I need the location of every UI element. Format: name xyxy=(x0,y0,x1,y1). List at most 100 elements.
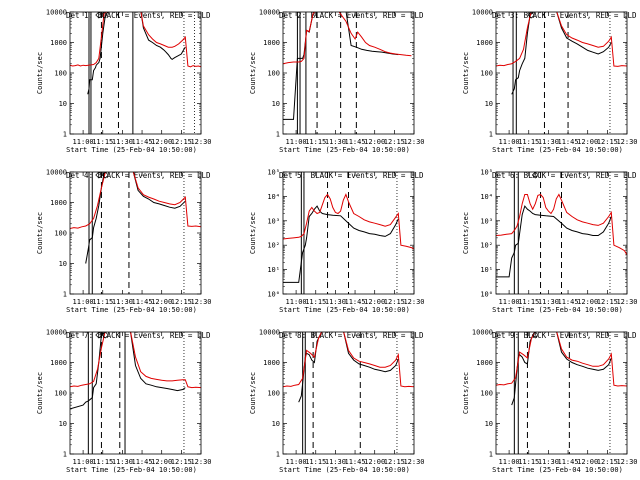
y-tick-label: 10² xyxy=(267,242,280,250)
x-tick-label: 11:00 xyxy=(499,138,520,146)
diamond-marker xyxy=(101,332,109,339)
series-line-events xyxy=(283,12,399,120)
y-tick-label: 10 xyxy=(485,100,493,108)
y-tick-label: 10⁴ xyxy=(480,193,493,201)
x-tick-label: 11:45 xyxy=(558,458,579,466)
diamond-marker xyxy=(95,172,103,179)
x-tick-label: 12:00 xyxy=(151,458,172,466)
y-tick-label: 10 xyxy=(59,260,67,268)
series-line-events xyxy=(496,205,612,278)
y-axis-label: Counts/sec xyxy=(249,372,257,414)
x-tick-label: 12:15 xyxy=(171,298,192,306)
y-tick-label: 100 xyxy=(54,70,67,78)
y-tick-label: 10 xyxy=(272,420,280,428)
chart-panel-3: Det 3: BLACK = Events, RED = LLD 1 10 100 10… xyxy=(462,9,638,155)
y-tick-label: 10⁰ xyxy=(267,291,280,299)
x-tick-label: 11:30 xyxy=(325,138,346,146)
diamond-marker xyxy=(531,172,539,179)
chart-title: Det 4: BLACK = Events, RED = LLD xyxy=(66,171,211,180)
x-tick-label: 11:15 xyxy=(518,138,539,146)
diamond-marker xyxy=(95,12,103,19)
y-tick-label: 10⁵ xyxy=(267,169,280,177)
y-tick-label: 10 xyxy=(485,420,493,428)
plot-frame xyxy=(282,171,415,295)
y-tick-label: 1 xyxy=(276,131,280,139)
x-tick-label: 12:15 xyxy=(597,138,618,146)
y-tick-label: 1 xyxy=(489,451,493,459)
x-axis-label: Start Time (25-Feb-04 10:50:00) xyxy=(279,466,410,474)
series-line-events xyxy=(511,12,612,95)
plot-frame xyxy=(495,171,628,295)
x-axis-label: Start Time (25-Feb-04 10:50:00) xyxy=(279,306,410,314)
plot-frame xyxy=(69,11,202,135)
y-tick-label: 1000 xyxy=(263,359,280,367)
chart-title: Det 3: BLACK = Events, RED = LLD xyxy=(492,11,637,20)
y-tick-label: 10⁰ xyxy=(480,291,493,299)
x-tick-label: 12:15 xyxy=(597,458,618,466)
series-line-events xyxy=(70,332,186,410)
x-tick-label: 12:15 xyxy=(171,138,192,146)
x-tick-label: 11:45 xyxy=(132,138,153,146)
y-tick-label: 10000 xyxy=(46,9,67,17)
x-tick-label: 11:00 xyxy=(286,138,307,146)
chart-panel-8: Det 8: BLACK = Events, RED = LLD 1 10 100 10… xyxy=(249,329,425,475)
x-tick-label: 11:45 xyxy=(558,298,579,306)
chart-panel-1: Det 1: BLACK = Events, RED = LLD 1 10 100 10… xyxy=(36,9,212,155)
chart-title: Det 7: BLACK = Events, RED = LLD xyxy=(66,331,211,340)
plot-frame xyxy=(495,331,628,455)
x-tick-label: 11:30 xyxy=(325,458,346,466)
series-line-lld xyxy=(70,172,201,229)
x-tick-label: 11:15 xyxy=(305,458,326,466)
y-tick-label: 10 xyxy=(272,100,280,108)
x-tick-label: 11:00 xyxy=(286,298,307,306)
y-tick-label: 100 xyxy=(54,230,67,238)
y-axis-label: Counts/sec xyxy=(249,212,257,254)
x-tick-label: 11:15 xyxy=(92,298,113,306)
plot-area xyxy=(70,172,201,294)
y-tick-label: 1000 xyxy=(263,39,280,47)
y-tick-label: 10⁵ xyxy=(480,169,493,177)
y-axis-label: Counts/sec xyxy=(462,52,470,94)
x-tick-label: 11:00 xyxy=(73,298,94,306)
y-tick-label: 1000 xyxy=(50,39,67,47)
y-tick-label: 1 xyxy=(63,291,67,299)
plot-frame xyxy=(495,11,628,135)
x-tick-label: 11:00 xyxy=(499,298,520,306)
diamond-marker xyxy=(527,12,535,19)
x-tick-label: 12:30 xyxy=(403,458,424,466)
x-tick-label: 11:45 xyxy=(345,458,366,466)
x-tick-label: 12:15 xyxy=(384,138,405,146)
series-line-events xyxy=(283,205,399,283)
plot-area xyxy=(283,172,414,294)
y-tick-label: 10⁴ xyxy=(267,193,280,201)
chart-title: Det 6: BLACK = Events, RED = LLD xyxy=(492,171,637,180)
x-tick-label: 12:30 xyxy=(403,138,424,146)
y-tick-label: 1000 xyxy=(50,199,67,207)
y-tick-label: 10³ xyxy=(480,217,493,225)
y-tick-label: 1 xyxy=(276,451,280,459)
x-tick-label: 12:30 xyxy=(616,298,637,306)
y-tick-label: 10¹ xyxy=(480,266,493,274)
x-axis-label: Start Time (25-Feb-04 10:50:00) xyxy=(66,306,197,314)
chart-panel-9: Det 9: BLACK = Events, RED = LLD 1 10 100 10… xyxy=(462,329,638,475)
x-tick-label: 12:15 xyxy=(384,298,405,306)
x-tick-label: 12:00 xyxy=(577,298,598,306)
x-tick-label: 12:15 xyxy=(171,458,192,466)
series-line-events xyxy=(87,12,186,95)
x-tick-label: 11:45 xyxy=(132,458,153,466)
x-tick-label: 12:15 xyxy=(384,458,405,466)
x-tick-label: 11:30 xyxy=(538,138,559,146)
plot-area xyxy=(283,332,414,454)
x-axis-label: Start Time (25-Feb-04 10:50:00) xyxy=(492,306,623,314)
series-line-lld xyxy=(283,332,414,388)
x-tick-label: 12:30 xyxy=(190,298,211,306)
y-tick-label: 10000 xyxy=(472,9,493,17)
plot-area xyxy=(496,12,627,134)
diamond-marker xyxy=(100,12,108,19)
chart-panel-2: Det 2: BLACK = Events, RED = LLD 1 10 100 10… xyxy=(249,9,425,155)
plot-area xyxy=(283,12,412,134)
series-line-lld xyxy=(496,193,627,256)
y-tick-label: 1000 xyxy=(476,359,493,367)
y-tick-label: 100 xyxy=(480,70,493,78)
